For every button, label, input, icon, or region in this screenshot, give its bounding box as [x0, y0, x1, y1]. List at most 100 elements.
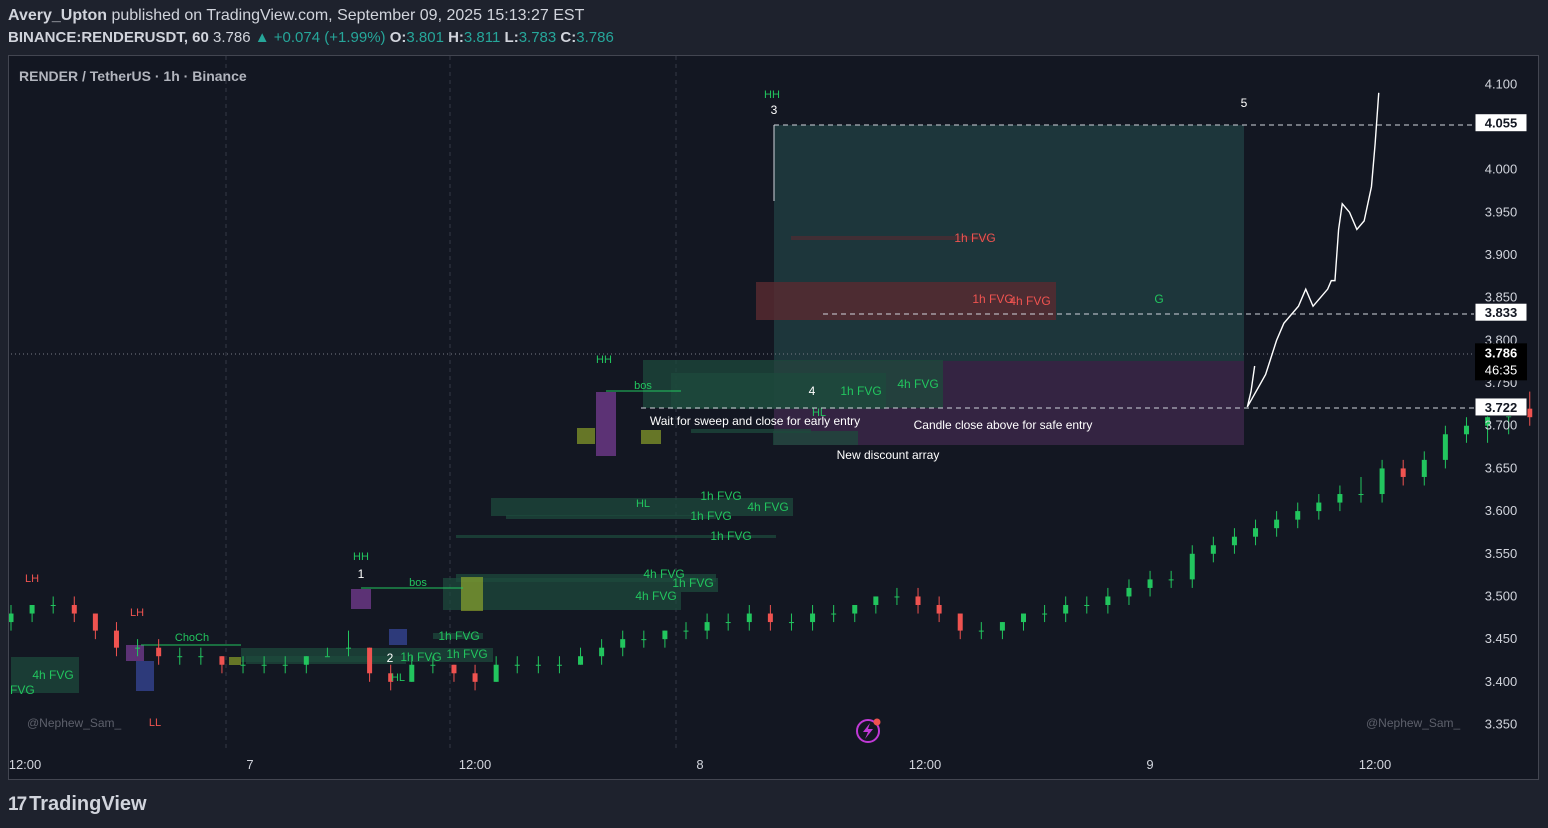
price-label-box	[1474, 397, 1528, 417]
candle-body	[915, 596, 921, 605]
candle-body	[1021, 613, 1026, 623]
bullish-fvg-zone	[456, 535, 776, 538]
bullish-fvg-zone	[773, 431, 858, 445]
candle-body	[388, 673, 394, 682]
candle-body	[198, 656, 204, 658]
annotation-label: 1h FVG	[690, 509, 731, 523]
y-tick-label: 3.600	[1485, 503, 1518, 518]
bullish-fvg-zone	[491, 498, 793, 516]
annotation-label: HH	[353, 551, 369, 563]
annotation-label: 4h FVG	[1009, 294, 1050, 308]
price-label-box	[1474, 302, 1528, 322]
last-price-box	[1475, 343, 1527, 381]
annotation-label: 1h FVG	[840, 384, 881, 398]
bullish-fvg-zone	[11, 657, 79, 693]
bullish-fvg-zone	[246, 656, 406, 664]
lightning-icon	[856, 719, 880, 743]
y-tick-label: 3.350	[1485, 717, 1518, 732]
author-name[interactable]: Avery_Upton	[8, 7, 107, 24]
candle-body	[409, 664, 415, 682]
chart-area[interactable]: HH 3 5 4 1 2 HH HH LH LH LL HL HL HL bos bos ChoCh 1h FVG…	[8, 55, 1539, 780]
candle-body	[662, 630, 668, 640]
bullish-fvg-zone	[671, 373, 886, 409]
annotation-label: LH	[25, 573, 39, 585]
annotation-label: 1h FVG	[400, 650, 441, 664]
candle-body	[810, 613, 816, 623]
candle-body	[303, 656, 309, 665]
candle-body	[599, 647, 605, 657]
x-tick-label: 8	[696, 757, 703, 772]
symbol-info: BINANCE:RENDERUSDT, 60 3.786 ▲ +0.074 (+…	[8, 29, 614, 46]
candle-body	[9, 613, 14, 623]
candle-body	[788, 622, 794, 624]
candle-body	[1253, 528, 1259, 537]
candle-body	[29, 604, 35, 614]
bullish-fvg-zone	[433, 633, 483, 639]
tradingview-brand[interactable]: 17 TradingView	[8, 793, 147, 816]
candle-body	[282, 664, 288, 666]
y-tick-label: 3.400	[1485, 674, 1518, 689]
candle-body	[1210, 545, 1216, 554]
bullish-fvg-zone	[443, 578, 718, 592]
candle-body	[1084, 604, 1090, 606]
highlight-box	[126, 645, 144, 661]
close-value: 3.786	[576, 29, 614, 46]
annotation-label: Candle close above for safe entry	[914, 418, 1093, 432]
highlight-box	[351, 589, 371, 609]
annotation-label: 4h FVG	[9, 683, 35, 697]
annotation-label: 1h FVG	[672, 576, 713, 590]
notification-dot-icon	[873, 718, 881, 726]
last-price: 3.786	[213, 29, 251, 46]
last-price-text: 3.786	[1485, 345, 1518, 360]
candle-body	[219, 656, 225, 665]
low-label: L:	[504, 29, 519, 46]
watermark: @Nephew_Sam_	[27, 716, 122, 730]
chart-legend-title[interactable]: RENDER / TetherUS · 1h · Binance	[19, 68, 247, 84]
candle-body	[1485, 417, 1491, 426]
candle-body	[240, 664, 246, 666]
candle-body	[261, 664, 267, 666]
bullish-fvg-zone	[443, 592, 681, 610]
annotation-label: 4h FVG	[635, 589, 676, 603]
annotation-label: 3	[771, 103, 778, 117]
annotation-label: 1h FVG	[700, 489, 741, 503]
x-tick-label: 7	[246, 757, 253, 772]
candle-body	[641, 639, 647, 641]
price-label-text: 3.833	[1485, 305, 1518, 320]
x-tick-label: 12:00	[1359, 757, 1392, 772]
candle-body	[1274, 519, 1280, 529]
target-zone	[774, 125, 1244, 361]
candle-body	[135, 647, 141, 649]
highlight-box	[577, 428, 595, 444]
chart-svg[interactable]: HH 3 5 4 1 2 HH HH LH LH LL HL HL HL bos bos ChoCh 1h FVG…	[9, 56, 1538, 779]
candle-body	[535, 664, 541, 666]
candle-body	[957, 613, 963, 631]
candle-body	[493, 664, 499, 682]
y-tick-label: 3.450	[1485, 631, 1518, 646]
candle-body	[1147, 579, 1153, 588]
candle-body	[1295, 511, 1301, 520]
countdown-text: 46:35	[1485, 362, 1518, 377]
candle-body	[1168, 579, 1174, 581]
candle-body	[873, 596, 879, 605]
annotation-label: 5	[1241, 96, 1248, 110]
annotation-label: LL	[149, 717, 161, 729]
candle-body	[177, 656, 183, 658]
candle-body	[1231, 536, 1237, 546]
highlight-box	[229, 657, 241, 665]
candle-body	[852, 604, 858, 614]
candle-body	[683, 630, 689, 632]
projection-path	[1246, 92, 1380, 408]
brand-name: TradingView	[29, 793, 147, 815]
publish-text: published on TradingView.com, September …	[111, 7, 585, 24]
bullish-fvg-zone	[691, 429, 811, 433]
up-arrow-icon: ▲	[254, 29, 270, 46]
candle-body	[1400, 468, 1406, 477]
candle-body	[1463, 425, 1469, 435]
annotation-label: LH	[130, 607, 144, 619]
y-tick-label: 3.850	[1485, 290, 1518, 305]
candle-body	[1042, 613, 1048, 615]
candle-body	[1358, 494, 1364, 496]
close-label: C:	[560, 29, 577, 46]
annotation-label: 4h FVG	[747, 500, 788, 514]
